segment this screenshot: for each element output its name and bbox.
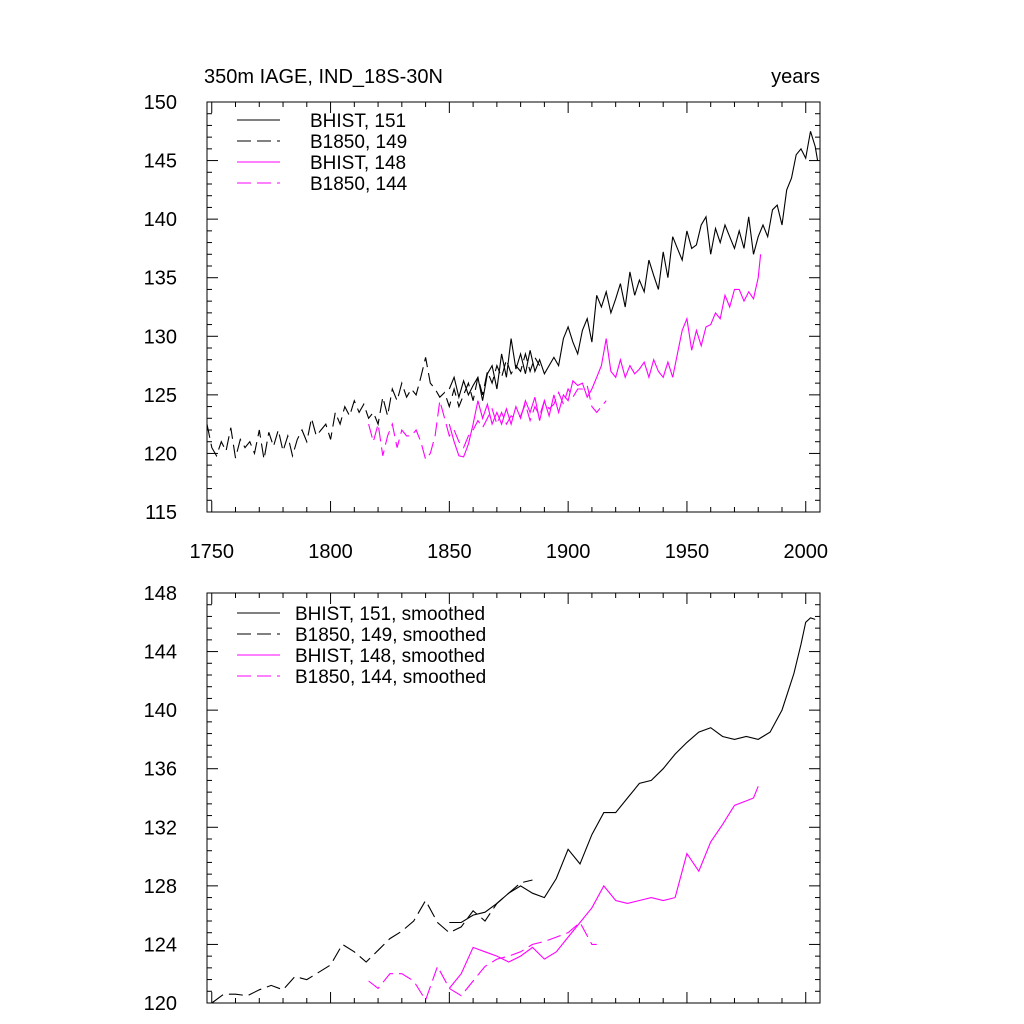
y-tick-label: 140 [144, 700, 177, 722]
legend-label: BHIST, 151, smoothed [295, 604, 485, 625]
y-tick-label: 125 [144, 385, 177, 407]
legend-label: BHIST, 148 [310, 153, 406, 174]
y-tick-label: 130 [144, 326, 177, 348]
x-tick-label: 1950 [665, 541, 710, 563]
y-tick-label: 150 [144, 92, 177, 114]
legend-label: B1850, 144, smoothed [295, 667, 486, 688]
legend-label: B1850, 149, smoothed [295, 625, 486, 646]
x-tick-label: 1800 [308, 541, 353, 563]
chart-title: 350m IAGE, IND_18S-30N [204, 66, 443, 88]
x-tick-label: 2000 [783, 541, 828, 563]
series-line-3 [368, 921, 597, 1002]
bottom-panel: 120 124 128 132 136 140 144 148 BHIST, 151, smoo… [144, 583, 821, 1015]
plot-frame [206, 101, 821, 513]
x-tick-label: 1900 [546, 541, 591, 563]
y-tick-label: 120 [144, 993, 177, 1015]
plot-frame [206, 592, 821, 1004]
series-line-1 [206, 351, 541, 460]
legend-label: B1850, 149 [310, 132, 407, 153]
series-line-2 [448, 786, 759, 989]
legend-label: B1850, 144 [310, 174, 408, 195]
legend-label: BHIST, 148, smoothed [295, 646, 485, 667]
series-line-0 [449, 617, 816, 924]
y-tick-label: 132 [144, 817, 177, 839]
series-line-0 [448, 131, 819, 401]
series-line-3 [368, 384, 607, 461]
y-tick-label: 144 [144, 642, 177, 664]
y-tick-label: 148 [144, 583, 177, 605]
y-tick-label: 135 [144, 268, 177, 290]
x-tick-label: 1850 [427, 541, 472, 563]
series-line-2 [448, 254, 762, 458]
y-tick-label: 115 [145, 502, 177, 524]
y-tick-label: 124 [144, 934, 177, 956]
y-tick-label: 128 [144, 876, 177, 898]
top-panel: 350m IAGE, IND_18S-30N years 1750 1800 185… [144, 66, 828, 563]
series-line-1 [211, 879, 533, 1004]
y-tick-label: 145 [144, 151, 177, 173]
y-tick-label: 120 [144, 443, 177, 465]
units-label: years [771, 66, 820, 88]
y-tick-label: 136 [144, 759, 177, 781]
y-tick-label: 140 [144, 209, 177, 231]
legend-label: BHIST, 151 [310, 111, 406, 132]
x-tick-label: 1750 [190, 541, 235, 563]
